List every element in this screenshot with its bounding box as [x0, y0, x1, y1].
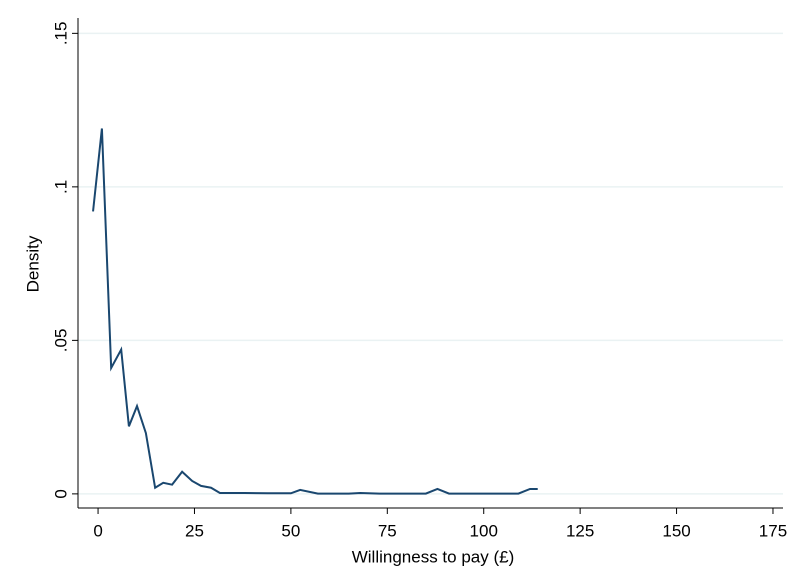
- x-tick-label: 150: [662, 521, 690, 540]
- x-tick-label: 75: [378, 521, 397, 540]
- y-tick-label: 0: [51, 489, 70, 498]
- y-tick-label: .05: [51, 329, 70, 353]
- y-tick-label: .1: [51, 180, 70, 194]
- x-tick-label: 25: [185, 521, 204, 540]
- y-tick-label: .15: [51, 22, 70, 46]
- line: [92, 128, 538, 495]
- x-axis-title: Willingness to pay (£): [352, 547, 515, 566]
- x-tick-label: 0: [93, 521, 102, 540]
- x-tick-label: 50: [281, 521, 300, 540]
- x-tick-label: 100: [470, 521, 498, 540]
- x-tick-label: 125: [566, 521, 594, 540]
- x-tick-label: 175: [759, 521, 787, 540]
- y-axis-title: Density: [23, 235, 42, 292]
